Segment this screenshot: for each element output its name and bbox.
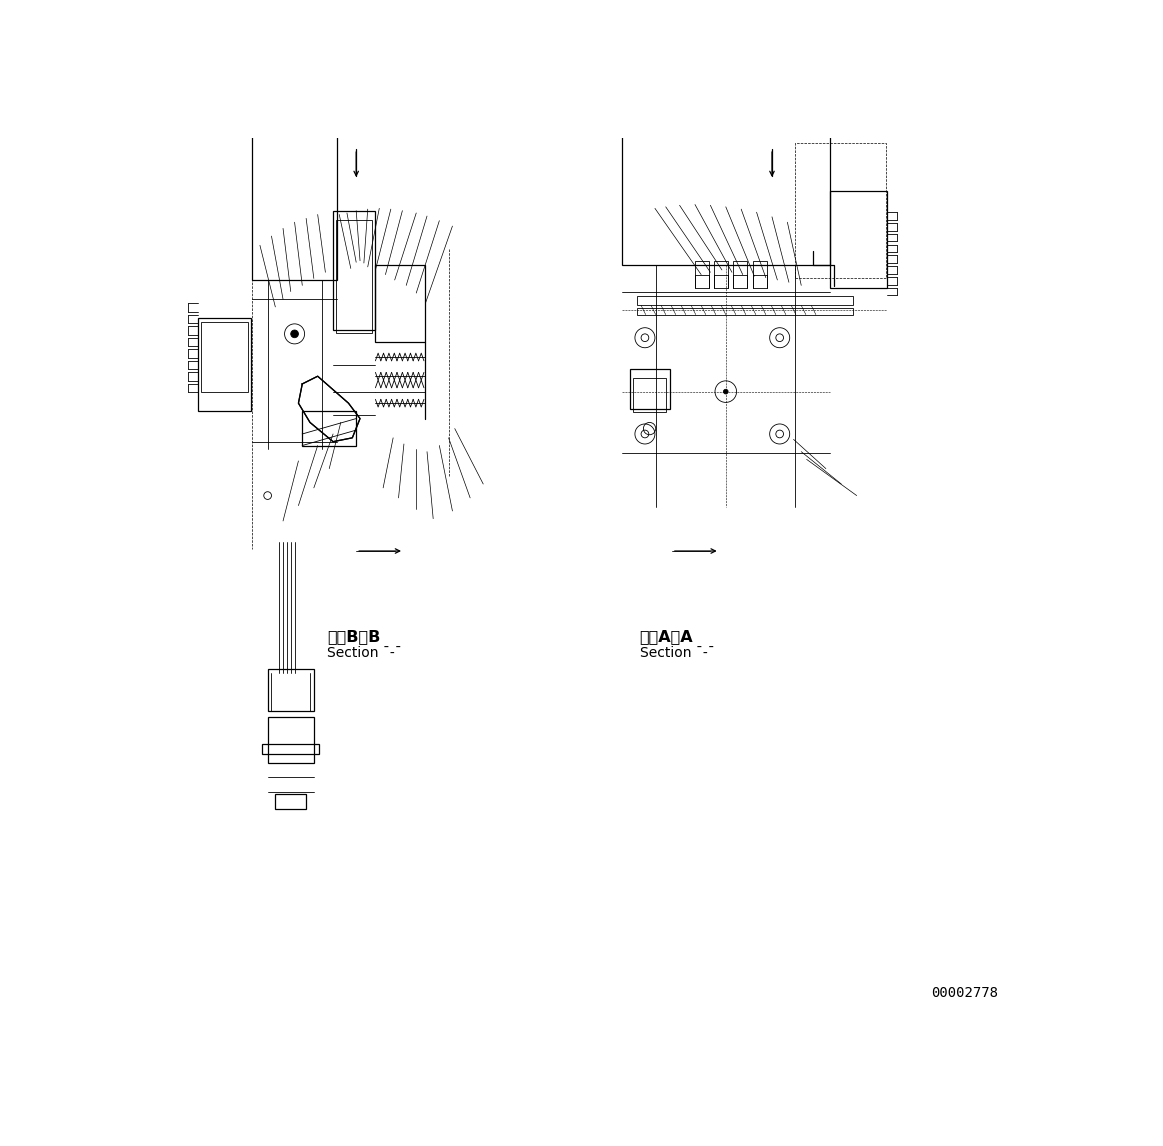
Polygon shape [299,376,361,441]
Bar [637,296,852,305]
Text: Section ¯-¯: Section ¯-¯ [640,645,714,660]
Bar [199,319,251,411]
Bar [267,716,314,763]
Text: 断面A－A: 断面A－A [640,629,693,644]
Circle shape [291,330,299,338]
Circle shape [723,390,728,394]
Bar [276,793,306,809]
Text: 断面B－B: 断面B－B [327,629,380,644]
Bar [714,261,728,288]
Bar [752,261,766,288]
Bar [829,191,887,288]
Bar [336,220,372,333]
Text: Section ¯-¯: Section ¯-¯ [327,645,401,660]
Bar [267,669,314,712]
Bar [633,378,666,411]
Bar [333,211,376,330]
Bar [695,261,708,288]
Bar [637,308,852,315]
Bar [795,143,886,277]
Text: 00002778: 00002778 [932,986,998,1000]
Bar [376,265,426,342]
Bar [622,22,829,265]
Bar [262,744,319,754]
Bar [302,411,356,446]
Bar [252,110,337,280]
Bar [629,369,670,409]
Bar [201,322,249,392]
Bar [734,261,748,288]
